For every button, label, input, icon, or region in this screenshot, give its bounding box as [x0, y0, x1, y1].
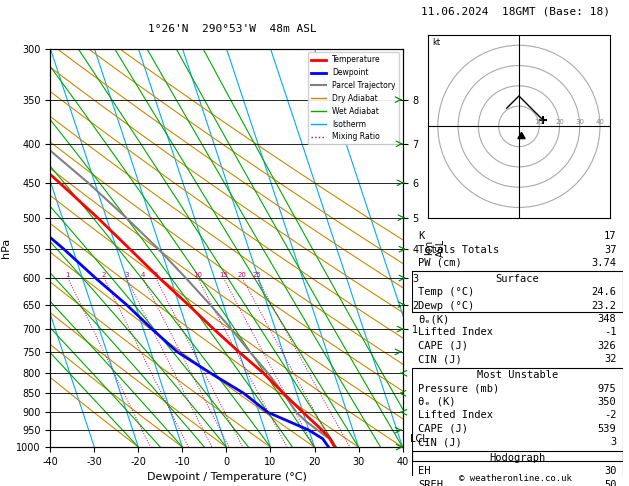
Legend: Temperature, Dewpoint, Parcel Trajectory, Dry Adiabat, Wet Adiabat, Isotherm, Mi: Temperature, Dewpoint, Parcel Trajectory… [308, 52, 399, 144]
Text: CIN (J): CIN (J) [418, 354, 462, 364]
Text: θₑ(K): θₑ(K) [418, 314, 450, 324]
Text: 3: 3 [610, 437, 616, 447]
Text: CAPE (J): CAPE (J) [418, 424, 469, 434]
X-axis label: Dewpoint / Temperature (°C): Dewpoint / Temperature (°C) [147, 472, 306, 483]
Text: 4: 4 [140, 272, 145, 278]
Text: Totals Totals: Totals Totals [418, 244, 499, 255]
Text: 11.06.2024  18GMT (Base: 18): 11.06.2024 18GMT (Base: 18) [421, 7, 610, 17]
Text: 1°26'N  290°53'W  48m ASL: 1°26'N 290°53'W 48m ASL [148, 24, 317, 34]
Text: Lifted Index: Lifted Index [418, 410, 493, 420]
Text: 20: 20 [555, 120, 564, 125]
Text: 326: 326 [598, 341, 616, 351]
Text: 30: 30 [604, 467, 616, 476]
Text: Dewp (°C): Dewp (°C) [418, 301, 474, 311]
Text: 20: 20 [238, 272, 247, 278]
Text: 539: 539 [598, 424, 616, 434]
Text: 37: 37 [604, 244, 616, 255]
Y-axis label: hPa: hPa [1, 238, 11, 258]
Text: 50: 50 [604, 480, 616, 486]
Text: -2: -2 [604, 410, 616, 420]
Text: CAPE (J): CAPE (J) [418, 341, 469, 351]
Text: 5: 5 [153, 272, 158, 278]
Text: Surface: Surface [496, 274, 539, 284]
Text: -1: -1 [604, 328, 616, 337]
Text: 3: 3 [124, 272, 129, 278]
Text: 40: 40 [596, 120, 604, 125]
Text: 17: 17 [604, 231, 616, 241]
Text: 975: 975 [598, 383, 616, 394]
Text: EH: EH [418, 467, 431, 476]
Text: PW (cm): PW (cm) [418, 258, 462, 268]
Text: kt: kt [431, 38, 440, 47]
Text: 3.74: 3.74 [591, 258, 616, 268]
Text: 1: 1 [65, 272, 70, 278]
Text: SREH: SREH [418, 480, 443, 486]
Text: Hodograph: Hodograph [489, 453, 545, 463]
Text: 25: 25 [253, 272, 262, 278]
Text: © weatheronline.co.uk: © weatheronline.co.uk [459, 474, 572, 483]
Text: LCL: LCL [409, 434, 427, 444]
Text: Pressure (mb): Pressure (mb) [418, 383, 499, 394]
Text: Temp (°C): Temp (°C) [418, 287, 474, 297]
Text: 15: 15 [219, 272, 228, 278]
Text: 23.2: 23.2 [591, 301, 616, 311]
Text: 32: 32 [604, 354, 616, 364]
Text: 10: 10 [535, 120, 543, 125]
Y-axis label: km
ASL: km ASL [424, 239, 446, 257]
Text: K: K [418, 231, 425, 241]
Text: θₑ (K): θₑ (K) [418, 397, 456, 407]
Text: 348: 348 [598, 314, 616, 324]
Text: CIN (J): CIN (J) [418, 437, 462, 447]
Text: 350: 350 [598, 397, 616, 407]
Text: Lifted Index: Lifted Index [418, 328, 493, 337]
Text: 30: 30 [576, 120, 584, 125]
Text: 10: 10 [193, 272, 202, 278]
Text: 24.6: 24.6 [591, 287, 616, 297]
Text: 2: 2 [102, 272, 106, 278]
Text: Most Unstable: Most Unstable [477, 370, 558, 380]
